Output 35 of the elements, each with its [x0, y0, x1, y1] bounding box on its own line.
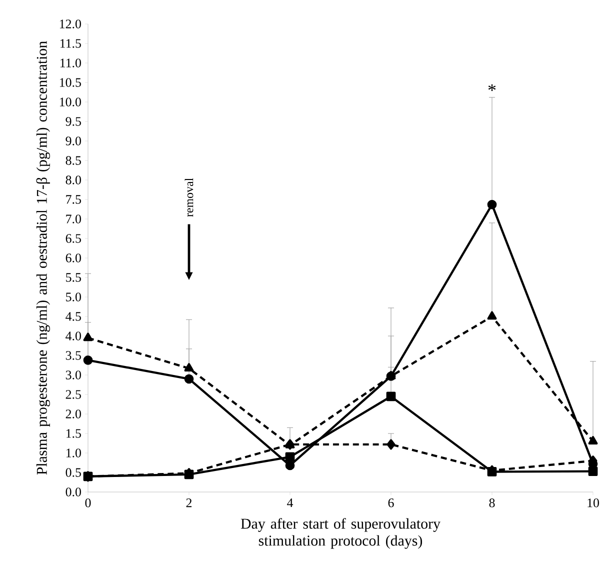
y-tick-label: 6.5 — [66, 234, 81, 243]
y-tick-label: 10.5 — [60, 78, 81, 87]
y-tick-label: 5.0 — [66, 292, 81, 302]
x-tick-label: 0 — [85, 498, 91, 508]
annotation: removal — [184, 178, 194, 217]
y-tick-label: 0.5 — [66, 468, 81, 477]
y-tick-label: 6.0 — [66, 254, 81, 262]
y-tick-label: 9.0 — [66, 136, 81, 146]
y-tick-label: 7.5 — [66, 195, 81, 204]
x-tick-label: 10 — [588, 498, 599, 508]
x-axis-title: Day after start of superovulatory stimulation protocol (days) — [240, 518, 440, 549]
y-tick-label: 11.5 — [60, 39, 81, 48]
y-tick-label: 11.0 — [60, 58, 81, 68]
y-tick-label: 2.0 — [66, 410, 81, 418]
y-tick-label: 2.5 — [66, 390, 81, 399]
y-tick-label: 7.0 — [66, 214, 81, 224]
y-tick-label: 8.5 — [66, 156, 81, 165]
y-tick-label: 12.0 — [60, 20, 81, 28]
y-tick-label: 5.5 — [66, 273, 81, 282]
annotation: * — [488, 84, 496, 91]
y-tick-label: 1.0 — [66, 448, 81, 458]
y-tick-label: 9.5 — [66, 117, 81, 126]
y-tick-label: 1.5 — [66, 429, 81, 438]
x-tick-label: 2 — [186, 498, 192, 508]
x-tick-label: 4 — [287, 498, 294, 508]
y-tick-label: 4.0 — [66, 332, 81, 340]
y-tick-label: 3.0 — [66, 370, 81, 380]
y-tick-label: 0.0 — [66, 488, 81, 496]
y-axis-title: Plasma progesterone (ng/ml) and oestradiol 17-β (pg/ml) concentration — [36, 41, 50, 475]
y-tick-label: 4.5 — [66, 312, 81, 321]
x-tick-label: 8 — [489, 498, 495, 508]
x-tick-label: 6 — [388, 498, 394, 508]
y-tick-label: 10.0 — [60, 98, 81, 106]
y-tick-label: 8.0 — [66, 176, 81, 184]
y-tick-label: 3.5 — [66, 351, 81, 360]
